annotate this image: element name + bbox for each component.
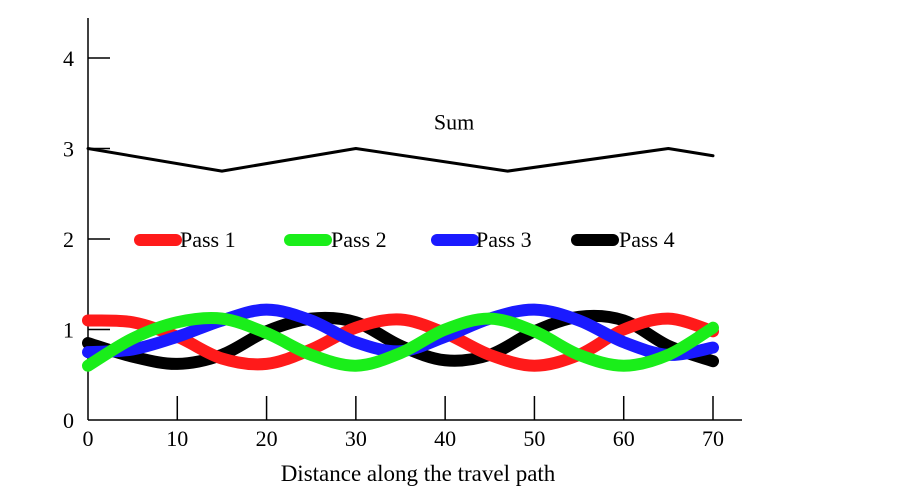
y-tick-label: 1 [63, 318, 74, 343]
annotations: Sum [434, 109, 474, 134]
legend-label-pass-1: Pass 1 [180, 227, 236, 252]
x-tick-label: 40 [434, 426, 456, 451]
series-line-pass-2 [82, 311, 719, 372]
x-axis-title: Distance along the travel path [281, 461, 556, 486]
y-tick-label: 0 [63, 408, 74, 433]
y-tick-label: 2 [63, 227, 74, 252]
y-tick-label: 3 [63, 137, 74, 162]
series-line-sum [86, 147, 715, 173]
legend-label-pass-3: Pass 3 [476, 227, 532, 252]
y-tick-label: 4 [63, 46, 74, 71]
legend: Pass 1 Pass 2 Pass 3 Pass 4 [134, 227, 675, 252]
x-tick-label: 30 [345, 426, 367, 451]
axes: 0 10 20 30 40 50 60 70 0 1 2 3 4 [63, 18, 742, 451]
legend-label-pass-4: Pass 4 [619, 227, 675, 252]
x-tick-label: 0 [83, 426, 94, 451]
x-tick-label: 20 [256, 426, 278, 451]
x-tick-label: 50 [523, 426, 545, 451]
annotation-label: Sum [434, 109, 474, 134]
legend-label-pass-2: Pass 2 [331, 227, 387, 252]
x-tick-label: 60 [613, 426, 635, 451]
x-tick-label: 70 [702, 426, 724, 451]
x-tick-label: 10 [166, 426, 188, 451]
series-layer [82, 147, 719, 372]
